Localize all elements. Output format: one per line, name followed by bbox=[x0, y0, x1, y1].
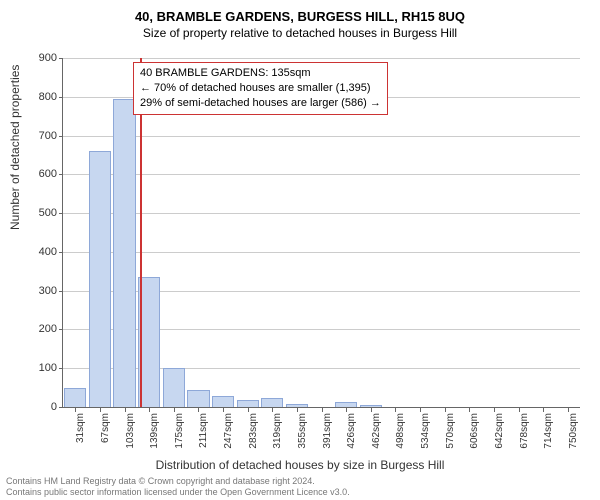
chart-title: 40, BRAMBLE GARDENS, BURGESS HILL, RH15 … bbox=[0, 0, 600, 26]
histogram-bar bbox=[360, 405, 382, 407]
bar-slot bbox=[457, 58, 482, 407]
bar-slot bbox=[482, 58, 507, 407]
y-tick-label: 400 bbox=[23, 246, 63, 258]
bar-slot bbox=[432, 58, 457, 407]
bar-slot bbox=[408, 58, 433, 407]
x-tick-label: 103sqm bbox=[125, 413, 136, 449]
footer-line2: Contains public sector information licen… bbox=[6, 487, 350, 498]
bar-slot bbox=[531, 58, 556, 407]
chart-subtitle: Size of property relative to detached ho… bbox=[0, 26, 600, 44]
x-tick-label: 642sqm bbox=[494, 413, 505, 449]
histogram-bar bbox=[187, 390, 209, 407]
x-tick-label: 247sqm bbox=[223, 413, 234, 449]
annotation-line2: ← 70% of detached houses are smaller (1,… bbox=[140, 81, 381, 96]
x-tick-label: 714sqm bbox=[543, 413, 554, 449]
y-tick-label: 900 bbox=[23, 52, 63, 64]
footer-attribution: Contains HM Land Registry data © Crown c… bbox=[6, 476, 350, 498]
x-tick-label: 139sqm bbox=[149, 413, 160, 449]
x-tick-label: 355sqm bbox=[297, 413, 308, 449]
x-tick-label: 175sqm bbox=[174, 413, 185, 449]
histogram-bar bbox=[163, 368, 185, 407]
histogram-bar bbox=[261, 398, 283, 407]
x-tick-label: 570sqm bbox=[445, 413, 456, 449]
x-tick-label: 211sqm bbox=[198, 413, 209, 448]
x-tick-label: 426sqm bbox=[346, 413, 357, 449]
histogram-bar bbox=[237, 400, 259, 407]
bar-slot bbox=[63, 58, 88, 407]
bar-slot bbox=[506, 58, 531, 407]
y-tick-label: 300 bbox=[23, 285, 63, 297]
y-tick-label: 600 bbox=[23, 168, 63, 180]
histogram-bar bbox=[335, 402, 357, 407]
x-tick-label: 750sqm bbox=[568, 413, 579, 449]
y-tick-label: 200 bbox=[23, 323, 63, 335]
y-tick-label: 0 bbox=[23, 401, 63, 413]
x-ticks: 31sqm 67sqm 103sqm 139sqm 175sqm 211sqm 247sqm… bbox=[63, 407, 580, 455]
histogram-bar bbox=[212, 396, 234, 407]
x-tick-label: 678sqm bbox=[519, 413, 530, 449]
bar-slot bbox=[556, 58, 581, 407]
x-tick-label: 319sqm bbox=[272, 413, 283, 449]
histogram-bar bbox=[64, 388, 86, 407]
x-tick-label: 534sqm bbox=[420, 413, 431, 449]
annotation-line1: 40 BRAMBLE GARDENS: 135sqm bbox=[140, 66, 381, 81]
x-tick-label: 606sqm bbox=[469, 413, 480, 449]
histogram-bar bbox=[89, 151, 111, 407]
chart-plot-area: 0100200300400500600700800900 40 BRAMBLE … bbox=[62, 58, 580, 408]
y-tick-label: 800 bbox=[23, 91, 63, 103]
histogram-bar bbox=[113, 99, 135, 407]
y-tick-label: 500 bbox=[23, 207, 63, 219]
x-tick-label: 391sqm bbox=[322, 413, 333, 449]
x-axis-label: Distribution of detached houses by size … bbox=[0, 458, 600, 472]
x-tick-label: 283sqm bbox=[248, 413, 259, 449]
x-tick-label: 498sqm bbox=[395, 413, 406, 449]
x-tick-label: 31sqm bbox=[75, 413, 86, 443]
y-axis-label: Number of detached properties bbox=[8, 65, 22, 230]
annotation-line3: 29% of semi-detached houses are larger (… bbox=[140, 96, 381, 111]
footer-line1: Contains HM Land Registry data © Crown c… bbox=[6, 476, 350, 487]
x-tick-label: 67sqm bbox=[100, 413, 111, 443]
y-tick-label: 700 bbox=[23, 130, 63, 142]
y-tick-label: 100 bbox=[23, 362, 63, 374]
histogram-bar bbox=[286, 404, 308, 407]
annotation-box: 40 BRAMBLE GARDENS: 135sqm ← 70% of deta… bbox=[133, 62, 388, 115]
x-tick-label: 462sqm bbox=[371, 413, 382, 449]
bar-slot bbox=[88, 58, 113, 407]
